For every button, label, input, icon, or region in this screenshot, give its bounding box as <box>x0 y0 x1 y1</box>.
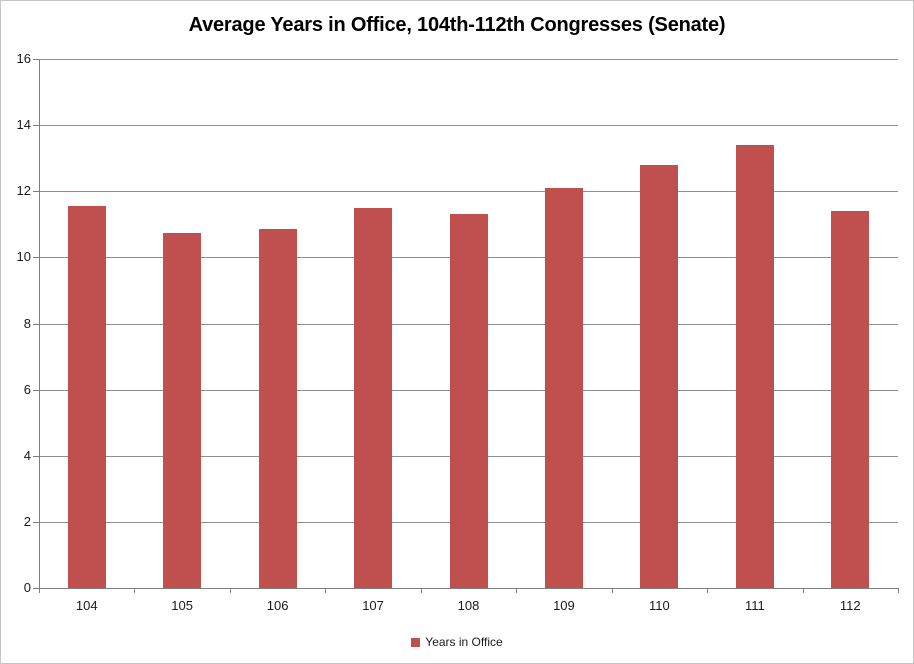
x-axis-label-111: 111 <box>744 598 765 613</box>
y-axis-label-16: 16 <box>16 51 31 66</box>
x-axis-line <box>39 588 899 589</box>
chart-title: Average Years in Office, 104th-112th Con… <box>188 14 726 36</box>
bar-105 <box>163 232 202 588</box>
legend-marker-icon <box>411 637 421 647</box>
y-tick-14 <box>33 125 39 127</box>
y-axis-label-12: 12 <box>16 183 31 199</box>
y-axis-line <box>39 59 40 593</box>
bar-112 <box>831 211 870 588</box>
gridline-14 <box>39 125 898 127</box>
y-axis-label-6: 6 <box>23 381 31 397</box>
x-axis-label-107: 107 <box>362 598 384 613</box>
x-tick-8 <box>802 588 804 593</box>
x-tick-6 <box>611 588 613 593</box>
x-axis-label-104: 104 <box>75 598 98 613</box>
legend-label: Years in Office <box>425 635 503 649</box>
y-axis-label-2: 2 <box>23 513 31 529</box>
y-tick-2 <box>33 521 39 523</box>
y-tick-6 <box>33 389 39 391</box>
y-axis-label-8: 8 <box>23 315 31 331</box>
y-tick-0 <box>33 588 39 589</box>
x-tick-5 <box>516 588 518 593</box>
y-tick-8 <box>33 323 39 325</box>
x-axis-label-109: 109 <box>553 598 575 613</box>
plot-area <box>39 59 898 588</box>
gridline-16 <box>39 59 898 60</box>
x-tick-2 <box>229 588 231 593</box>
y-axis-label-0: 0 <box>23 580 31 595</box>
x-tick-1 <box>134 588 136 593</box>
x-axis-label-112: 112 <box>839 598 861 613</box>
y-tick-16 <box>33 59 39 60</box>
x-axis-label-105: 105 <box>171 598 193 613</box>
gridline-12 <box>39 191 898 193</box>
bar-104 <box>67 206 106 588</box>
x-tick-4 <box>420 588 422 593</box>
bar-108 <box>449 214 488 588</box>
y-axis-label-4: 4 <box>23 447 31 463</box>
bar-109 <box>544 187 583 588</box>
x-axis-label-106: 106 <box>266 598 289 613</box>
y-tick-12 <box>33 191 39 193</box>
bar-106 <box>258 229 297 588</box>
y-axis-label-14: 14 <box>16 117 31 133</box>
bar-111 <box>735 144 774 588</box>
x-tick-0 <box>39 588 40 593</box>
y-axis-label-10: 10 <box>16 249 31 265</box>
legend: Years in Office <box>1 634 913 650</box>
x-tick-3 <box>325 588 327 593</box>
bar-110 <box>640 164 679 588</box>
x-axis-label-108: 108 <box>457 598 480 613</box>
x-tick-7 <box>707 588 709 593</box>
y-tick-4 <box>33 455 39 457</box>
y-tick-10 <box>33 257 39 259</box>
x-tick-9 <box>898 588 899 593</box>
x-axis-label-110: 110 <box>649 598 670 613</box>
bar-107 <box>354 207 393 588</box>
